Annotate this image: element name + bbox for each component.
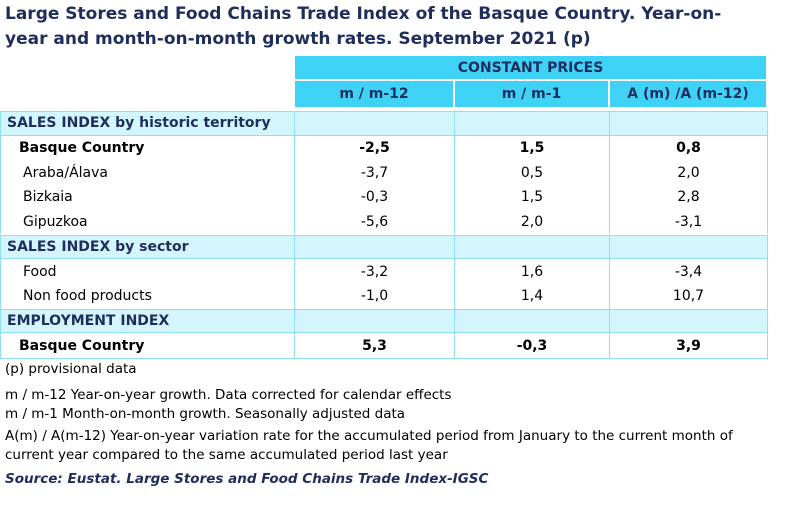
section-cell (455, 111, 610, 136)
row-label: Bizkaia (0, 185, 295, 210)
row-label: Food (0, 259, 295, 284)
value-cell: 1,6 (455, 259, 610, 284)
section-cell (295, 234, 455, 260)
row-label: Basque Country (0, 333, 295, 358)
source: Source: Eustat. Large Stores and Food Ch… (5, 471, 489, 487)
group-header: CONSTANT PRICES (295, 56, 768, 81)
value-cell: 1,5 (455, 135, 610, 161)
value-cell: -3,7 (295, 160, 455, 186)
value-cell: -3,1 (610, 209, 768, 235)
section-title: SALES INDEX by historic territory (0, 111, 295, 136)
value-cell: 0,8 (610, 135, 768, 161)
note: m / m-12 Year-on-year growth. Data corre… (5, 387, 452, 403)
section-cell (610, 308, 768, 334)
value-cell: 3,9 (610, 333, 768, 358)
section-cell (610, 234, 768, 260)
value-cell: -3,4 (610, 259, 768, 284)
value-cell: 5,3 (295, 333, 455, 358)
value-cell: 2,8 (610, 185, 768, 210)
row-label: Basque Country (0, 135, 295, 161)
row-label: Araba/Álava (0, 160, 295, 186)
section-cell (295, 308, 455, 334)
value-cell: 2,0 (610, 160, 768, 186)
value-cell: 10,7 (610, 283, 768, 309)
row-label: Gipuzkoa (0, 209, 295, 235)
value-cell: -0,3 (455, 333, 610, 358)
section-title: EMPLOYMENT INDEX (0, 308, 295, 334)
note: (p) provisional data (5, 361, 137, 377)
value-cell: 2,0 (455, 209, 610, 235)
note: A(m) / A(m-12) Year-on-year variation ra… (5, 428, 733, 463)
section-cell (295, 111, 455, 136)
value-cell: -3,2 (295, 259, 455, 284)
table-bottom-border (0, 358, 768, 359)
column-header: m / m-1 (455, 81, 610, 109)
row-label: Non food products (0, 283, 295, 309)
title: Large Stores and Food Chains Trade Index… (5, 4, 722, 49)
value-cell: -1,0 (295, 283, 455, 309)
value-cell: 1,5 (455, 185, 610, 210)
section-cell (455, 308, 610, 334)
value-cell: -5,6 (295, 209, 455, 235)
value-cell: 0,5 (455, 160, 610, 186)
column-header: A (m) /A (m-12) (610, 81, 768, 109)
value-cell: -2,5 (295, 135, 455, 161)
value-cell: -0,3 (295, 185, 455, 210)
section-title: SALES INDEX by sector (0, 234, 295, 260)
section-cell (455, 234, 610, 260)
column-header: m / m-12 (295, 81, 455, 109)
note: m / m-1 Month-on-month growth. Seasonall… (5, 406, 406, 422)
section-cell (610, 111, 768, 136)
value-cell: 1,4 (455, 283, 610, 309)
